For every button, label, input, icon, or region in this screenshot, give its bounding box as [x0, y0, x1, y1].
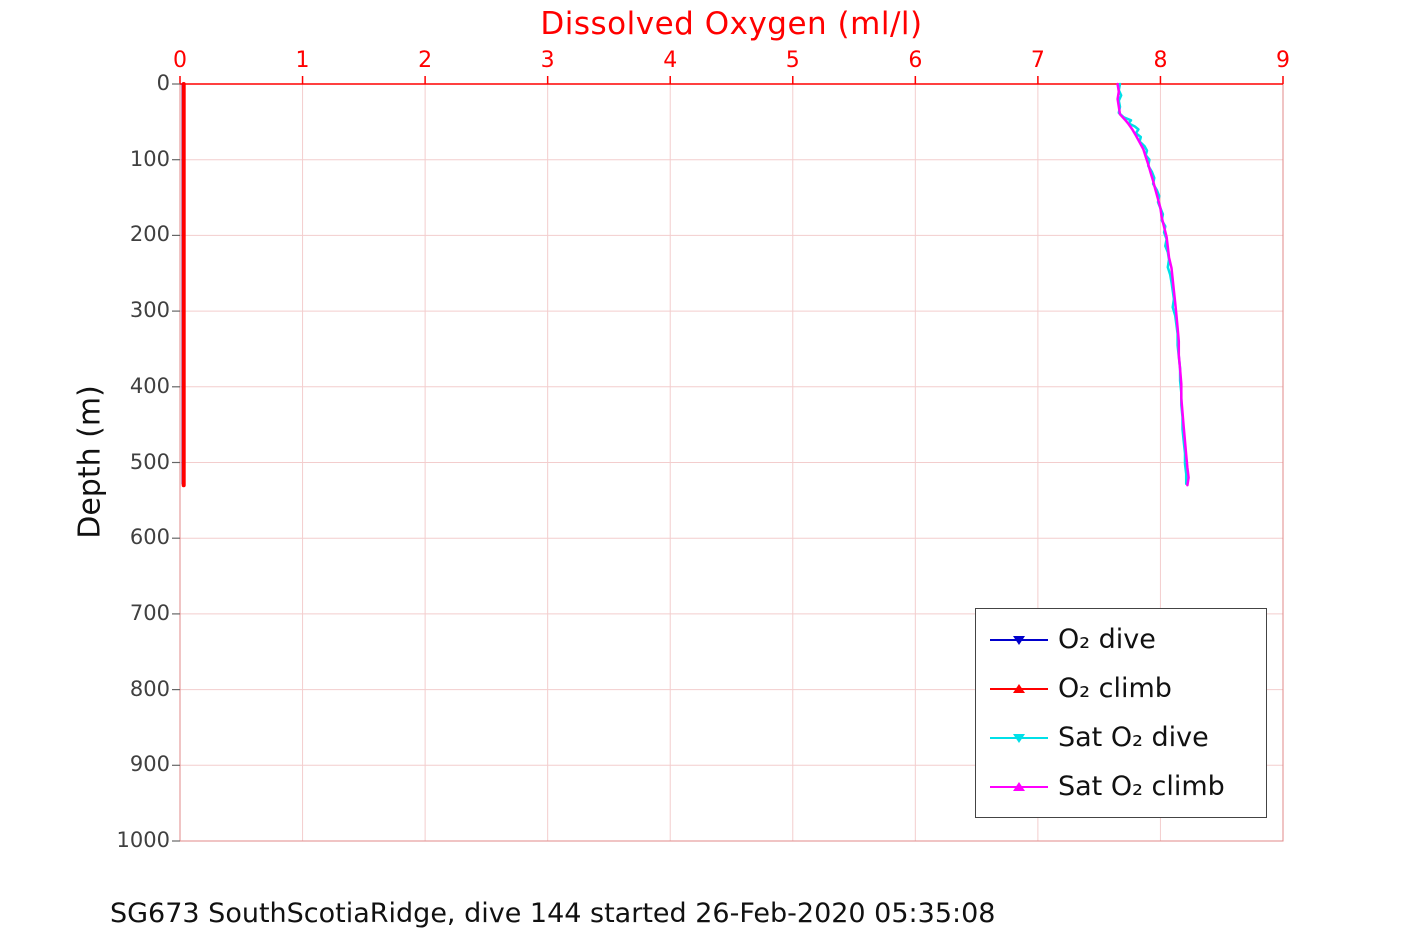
chart-title: Dissolved Oxygen (ml/l): [540, 6, 923, 42]
x-tick-label: 0: [173, 48, 187, 73]
x-tick-label: 8: [1153, 48, 1168, 73]
legend-label-sat-o2-dive: Sat O₂ dive: [1058, 722, 1209, 753]
legend-marker-sat-o2-climb: [990, 781, 1048, 791]
x-tick-label: 9: [1276, 48, 1290, 73]
y-tick-label: 400: [129, 373, 170, 398]
legend-marker-o2-dive: [990, 635, 1048, 645]
x-tick-label: 5: [785, 48, 800, 73]
y-tick-label: 600: [129, 525, 170, 550]
legend-item-o2-dive: O₂ dive: [988, 624, 1266, 655]
x-tick-label: 4: [663, 48, 678, 73]
legend-item-o2-climb: O₂ climb: [988, 673, 1266, 704]
y-tick-label: 700: [129, 600, 170, 625]
triangle-up-icon: [1013, 683, 1025, 693]
x-tick-label: 2: [418, 48, 433, 73]
x-tick-label: 3: [540, 48, 555, 73]
y-tick-label: 900: [129, 752, 170, 777]
legend-item-sat-o2-dive: Sat O₂ dive: [988, 722, 1266, 753]
triangle-down-icon: [1013, 635, 1025, 645]
triangle-up-icon: [1013, 781, 1025, 791]
y-tick-label: 300: [129, 298, 170, 323]
legend: O₂ dive O₂ climb Sat O₂ dive Sat O₂ clim…: [975, 608, 1267, 818]
legend-marker-o2-climb: [990, 683, 1048, 693]
x-tick-label: 1: [295, 48, 310, 73]
y-tick-label: 800: [129, 676, 170, 701]
y-tick-label: 500: [129, 449, 170, 474]
y-tick-label: 200: [129, 222, 170, 247]
x-tick-label: 6: [908, 48, 923, 73]
y-axis-label: Depth (m): [72, 385, 108, 539]
x-tick-label: 7: [1030, 48, 1045, 73]
legend-label-o2-dive: O₂ dive: [1058, 624, 1156, 655]
legend-marker-sat-o2-dive: [990, 733, 1048, 743]
y-tick-label: 1000: [116, 828, 170, 852]
figure-caption: SG673 SouthScotiaRidge, dive 144 started…: [110, 898, 996, 929]
series-line-2: [1117, 82, 1188, 485]
legend-label-sat-o2-climb: Sat O₂ climb: [1058, 771, 1225, 802]
legend-item-sat-o2-climb: Sat O₂ climb: [988, 771, 1266, 802]
legend-label-o2-climb: O₂ climb: [1058, 673, 1172, 704]
series-line-3: [1116, 82, 1190, 487]
y-tick-label: 0: [156, 71, 170, 95]
y-tick-label: 100: [129, 146, 170, 171]
triangle-down-icon: [1013, 733, 1025, 743]
